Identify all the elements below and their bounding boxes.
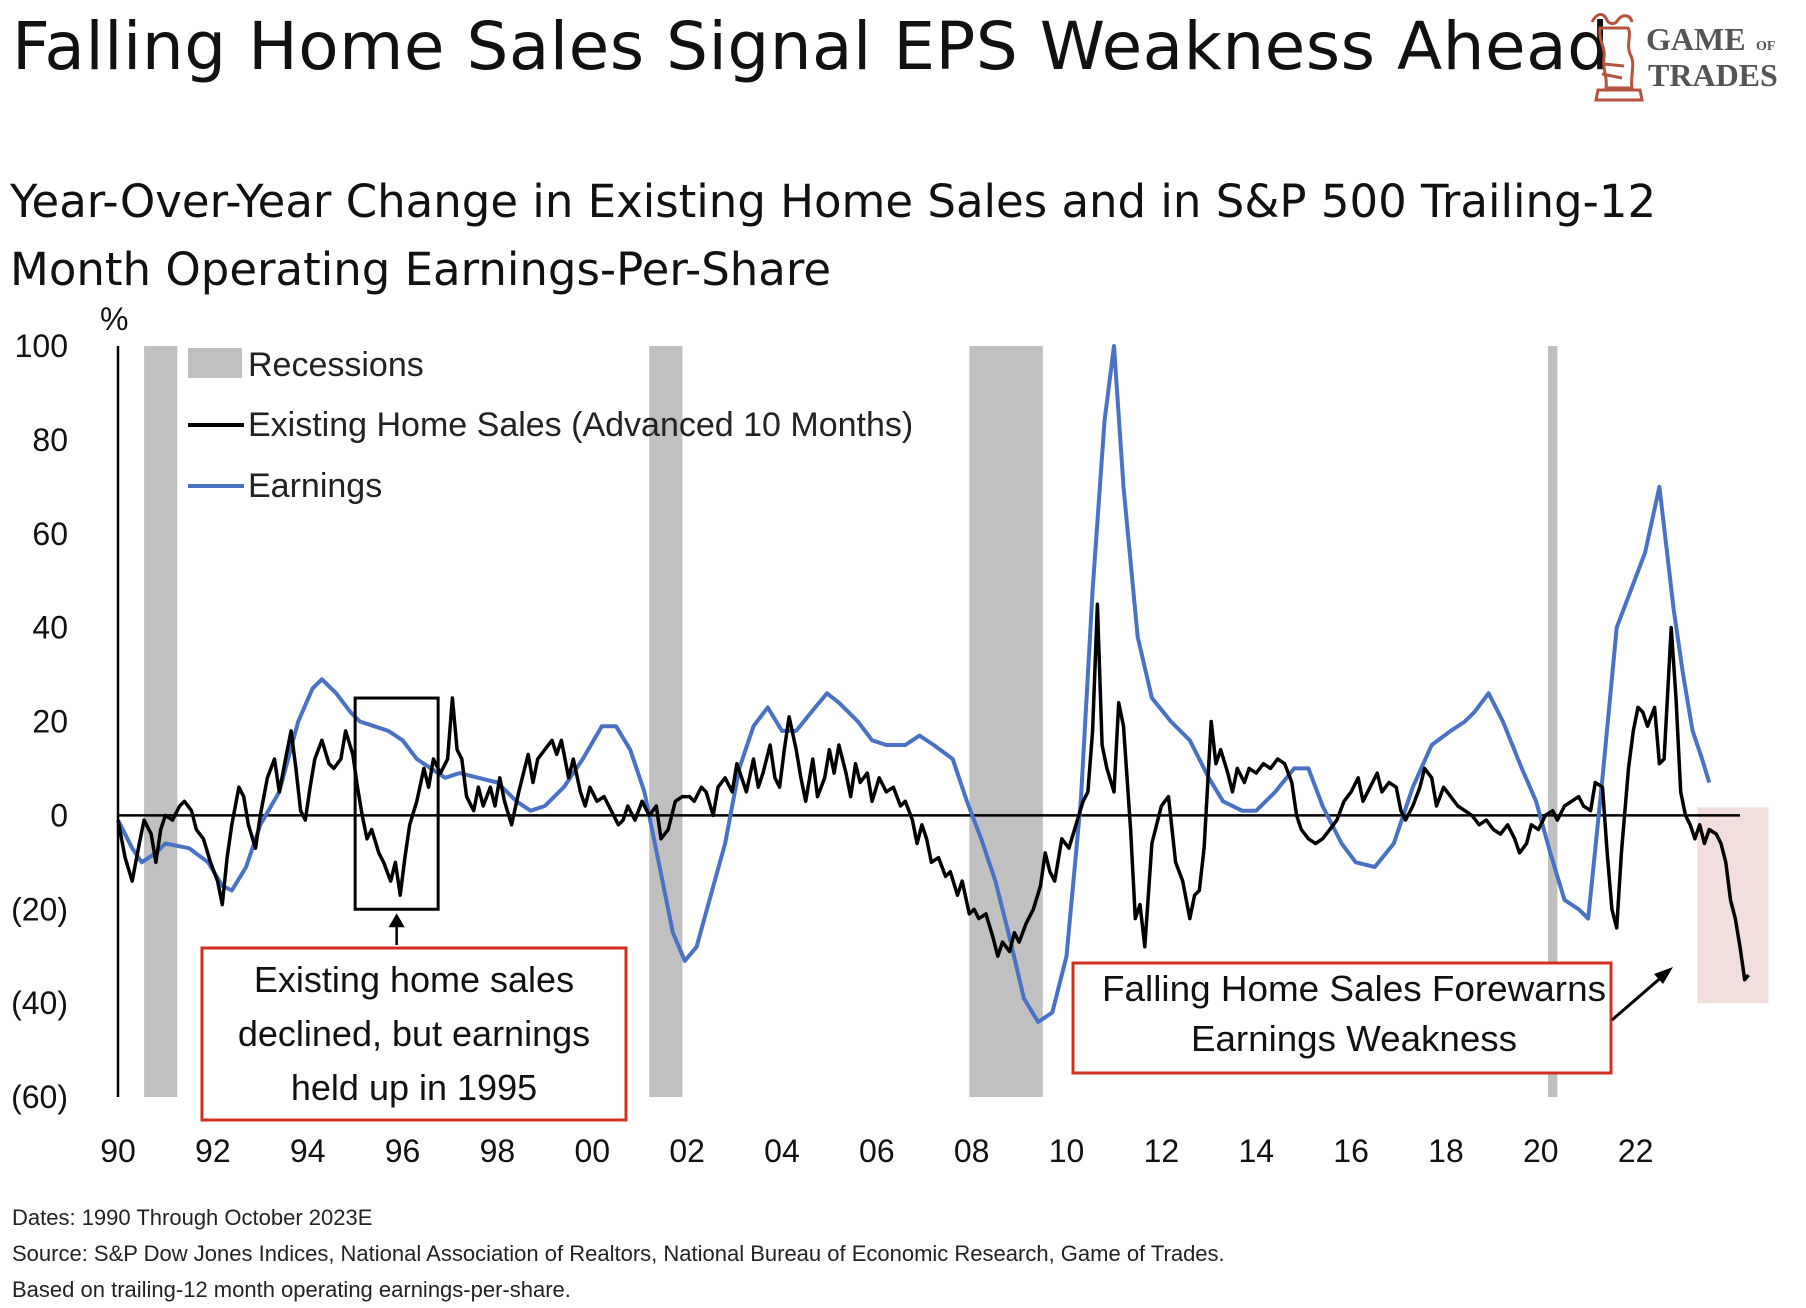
footnote-dates: Dates: 1990 Through October 2023E — [12, 1205, 373, 1230]
legend-home-sales-label: Existing Home Sales (Advanced 10 Months) — [248, 406, 913, 444]
annotation-left-text-line: held up in 1995 — [291, 1067, 537, 1108]
chart-subtitle: Year-Over-Year Change in Existing Home S… — [10, 175, 1657, 296]
y-axis-unit-label: % — [100, 301, 128, 337]
y-tick-label: 40 — [32, 610, 68, 646]
annotation-left-text-line: declined, but earnings — [238, 1013, 590, 1054]
recession-band-3 — [969, 346, 1043, 1097]
y-tick-label: (40) — [11, 985, 68, 1021]
x-tick-label: 00 — [574, 1133, 610, 1169]
x-tick-label: 12 — [1144, 1133, 1180, 1169]
annotation-right-box — [1071, 961, 1613, 1075]
chart-area: % 100 80 60 40 20 0 (20) (40) (60) 90 92 94 96 98 00 02… — [11, 301, 1769, 1169]
x-tick-label: 10 — [1049, 1133, 1085, 1169]
x-tick-label: 94 — [290, 1133, 326, 1169]
footnote-basis: Based on trailing-12 month operating ear… — [12, 1277, 571, 1302]
recession-band-2 — [649, 346, 683, 1097]
x-tick-label: 18 — [1428, 1133, 1464, 1169]
legend-recessions-label: Recessions — [248, 346, 424, 384]
earnings-line — [116, 344, 1712, 1024]
x-tick-label: 04 — [764, 1133, 800, 1169]
annotation-1995-arrowhead — [388, 913, 405, 928]
recession-band-1 — [144, 346, 178, 1097]
x-tick-label: 90 — [100, 1133, 136, 1169]
logo-text-of: OF — [1756, 39, 1775, 54]
game-of-trades-logo: GAME OF TRADES — [1578, 4, 1798, 124]
x-tick-label: 08 — [954, 1133, 990, 1169]
footnotes: Dates: 1990 Through October 2023E Source… — [12, 1200, 1225, 1308]
page-title: Falling Home Sales Signal EPS Weakness A… — [12, 8, 1610, 85]
recession-band-4 — [1547, 346, 1558, 1097]
annotation-right-arrow-shaft — [1611, 973, 1665, 1022]
logo-text-game: GAME — [1646, 21, 1746, 57]
x-tick-label: 22 — [1618, 1133, 1654, 1169]
logo-text-trades: TRADES — [1648, 57, 1778, 93]
bull-knight-icon — [1590, 13, 1644, 102]
y-tick-label: 60 — [32, 516, 68, 552]
x-tick-label: 20 — [1523, 1133, 1559, 1169]
footnote-source: Source: S&P Dow Jones Indices, National … — [12, 1241, 1225, 1266]
annotation-right-text-line: Falling Home Sales Forewarns — [1102, 968, 1606, 1009]
legend-recessions-swatch — [188, 348, 242, 378]
x-tick-label: 98 — [480, 1133, 516, 1169]
existing-home-sales-line — [116, 602, 1750, 982]
annotation-left-box — [200, 946, 628, 1122]
x-tick-label: 96 — [385, 1133, 421, 1169]
annotation-1995-box — [353, 696, 440, 911]
x-tick-label: 92 — [195, 1133, 231, 1169]
annotation-left-text-line: Existing home sales — [254, 959, 574, 1000]
annotation-right-text-line: Earnings Weakness — [1191, 1018, 1517, 1059]
y-tick-label: (20) — [11, 891, 68, 927]
y-tick-label: 100 — [15, 328, 68, 364]
y-tick-label: 80 — [32, 422, 68, 458]
y-tick-label: 20 — [32, 704, 68, 740]
annotation-right-arrowhead — [1654, 967, 1673, 984]
y-tick-label: 0 — [50, 797, 68, 833]
legend-earnings-label: Earnings — [248, 467, 382, 505]
x-tick-label: 02 — [669, 1133, 705, 1169]
y-tick-label: (60) — [11, 1079, 68, 1115]
x-tick-label: 14 — [1238, 1133, 1274, 1169]
x-tick-label: 06 — [859, 1133, 895, 1169]
x-tick-label: 16 — [1333, 1133, 1369, 1169]
